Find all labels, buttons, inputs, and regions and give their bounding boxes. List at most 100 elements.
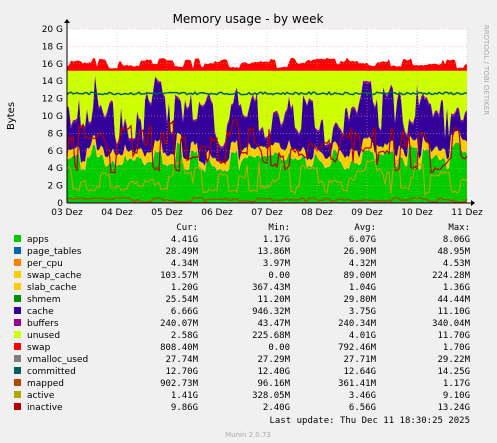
last-update: Last update: Thu Dec 11 18:30:25 2025 bbox=[270, 416, 470, 426]
legend-swatch bbox=[14, 379, 21, 386]
legend-name: swap bbox=[27, 343, 51, 353]
legend-row-inactive: inactive 9.86G 2.40G 6.56G 13.24G bbox=[14, 403, 470, 413]
legend-cur: 27.74M bbox=[165, 355, 198, 365]
legend-max: 1.70G bbox=[443, 343, 470, 353]
legend-swatch bbox=[14, 247, 21, 254]
stacked-areas bbox=[67, 57, 467, 203]
y-tick-label: 16 G bbox=[42, 60, 63, 70]
legend-swatch bbox=[14, 235, 21, 242]
line-mapped bbox=[66, 196, 468, 204]
y-tick-label: 20 G bbox=[42, 25, 63, 35]
legend-header-avg: Avg: bbox=[354, 223, 376, 233]
legend-name: vmalloc_used bbox=[27, 355, 88, 365]
legend-avg: 3.46G bbox=[349, 391, 376, 401]
line-committed bbox=[66, 90, 468, 96]
legend-swatch bbox=[14, 283, 21, 290]
legend-min: 946.32M bbox=[252, 307, 291, 317]
chart-title: Memory usage - by week bbox=[173, 12, 324, 26]
legend-max: 9.10G bbox=[443, 391, 470, 401]
legend-row-committed: committed 12.70G 12.40G 12.64G 14.25G bbox=[14, 367, 470, 377]
legend-swatch bbox=[14, 319, 21, 326]
legend-name: shmem bbox=[27, 295, 60, 305]
x-tick-label: 03 Dez bbox=[51, 208, 83, 218]
legend-name: buffers bbox=[27, 319, 59, 329]
legend-swatch bbox=[14, 331, 21, 338]
x-tick-label: 10 Dez bbox=[401, 208, 433, 218]
y-tick-label: 2 G bbox=[47, 182, 63, 192]
legend-min: 3.97M bbox=[263, 259, 291, 269]
legend-avg: 4.01G bbox=[349, 331, 376, 341]
legend-cur: 103.57M bbox=[160, 271, 199, 281]
legend-cur: 4.34M bbox=[171, 259, 199, 269]
y-tick-label: 0 bbox=[57, 199, 63, 209]
y-tick-label: 8 G bbox=[47, 129, 63, 139]
legend-max: 44.44M bbox=[437, 295, 470, 305]
legend-cur: 2.58G bbox=[171, 331, 198, 341]
legend-name: per_cpu bbox=[27, 259, 63, 269]
legend-max: 1.36G bbox=[443, 283, 470, 293]
x-tick-label: 07 Dez bbox=[251, 208, 283, 218]
legend-max: 13.24G bbox=[437, 403, 470, 413]
legend-max: 14.25G bbox=[437, 367, 470, 377]
legend-row-vmalloc_used: vmalloc_used 27.74M 27.29M 27.71M 29.22M bbox=[14, 355, 471, 365]
legend-name: cache bbox=[27, 307, 54, 317]
legend-max: 11.10G bbox=[437, 307, 470, 317]
legend-name: swap_cache bbox=[27, 271, 82, 281]
munin-version: Munin 2.0.73 bbox=[225, 431, 271, 439]
legend-avg: 6.07G bbox=[349, 235, 376, 245]
y-axis-arrow bbox=[64, 19, 70, 23]
legend-avg: 29.80M bbox=[343, 295, 376, 305]
legend-avg: 361.41M bbox=[338, 379, 377, 389]
legend-name: active bbox=[27, 391, 55, 401]
x-tick-labels: 03 Dez 04 Dez 05 Dez 06 Dez 07 Dez 08 Dez 09 D… bbox=[51, 208, 483, 218]
legend-cur: 808.40M bbox=[160, 343, 199, 353]
legend-row-swap_cache: swap_cache 103.57M 0.00 89.00M 224.28M bbox=[14, 271, 471, 281]
legend-swatch bbox=[14, 259, 21, 266]
legend-header-cur: Cur: bbox=[176, 223, 198, 233]
area-swap bbox=[67, 57, 467, 71]
legend-min: 27.29M bbox=[257, 355, 290, 365]
legend-max: 11.70G bbox=[437, 331, 470, 341]
legend-row-per_cpu: per_cpu 4.34M 3.97M 4.32M 4.53M bbox=[14, 259, 471, 269]
rrdtool-credit: RRDTOOL / TOBI OETIKER bbox=[482, 25, 490, 115]
x-tick-label: 11 Dez bbox=[451, 208, 483, 218]
legend-avg: 3.75G bbox=[349, 307, 376, 317]
legend-cur: 902.73M bbox=[160, 379, 199, 389]
legend-header-max: Max: bbox=[448, 223, 470, 233]
legend-swatch bbox=[14, 355, 21, 362]
legend-max: 48.95M bbox=[437, 247, 470, 257]
x-tick-label: 09 Dez bbox=[351, 208, 383, 218]
legend-name: inactive bbox=[27, 403, 63, 413]
legend-rows: apps 4.41G 1.17G 6.07G 8.06G page_tables 28.49… bbox=[14, 235, 471, 413]
legend-max: 1.17G bbox=[443, 379, 470, 389]
legend-avg: 240.34M bbox=[338, 319, 377, 329]
legend-swatch bbox=[14, 295, 21, 302]
legend-min: 0.00 bbox=[268, 271, 290, 281]
legend-max: 4.53M bbox=[443, 259, 471, 269]
legend-avg: 6.56G bbox=[349, 403, 376, 413]
legend-swatch bbox=[14, 307, 21, 314]
y-tick-label: 6 G bbox=[47, 147, 63, 157]
legend-table: Cur: Min: Avg: Max: apps 4.41G 1.17G 6.07G 8… bbox=[14, 223, 471, 413]
y-tick-label: 10 G bbox=[42, 112, 63, 122]
x-axis-arrow bbox=[471, 200, 475, 206]
legend-cur: 6.66G bbox=[171, 307, 198, 317]
legend-avg: 26.90M bbox=[343, 247, 376, 257]
legend-min: 96.16M bbox=[257, 379, 290, 389]
legend-row-shmem: shmem 25.54M 11.20M 29.80M 44.44M bbox=[14, 295, 471, 305]
legend-avg: 27.71M bbox=[343, 355, 376, 365]
legend-avg: 89.00M bbox=[343, 271, 376, 281]
legend-min: 13.86M bbox=[257, 247, 290, 257]
legend-min: 11.20M bbox=[257, 295, 290, 305]
legend-min: 225.68M bbox=[252, 331, 291, 341]
legend-avg: 792.46M bbox=[338, 343, 377, 353]
legend-max: 29.22M bbox=[437, 355, 470, 365]
grid-lines bbox=[64, 19, 475, 206]
y-tick-label: 4 G bbox=[47, 164, 63, 174]
legend-swatch bbox=[14, 391, 21, 398]
legend-name: committed bbox=[27, 367, 76, 377]
legend-max: 8.06G bbox=[443, 235, 470, 245]
legend-max: 340.04M bbox=[432, 319, 471, 329]
y-tick-label: 12 G bbox=[42, 95, 63, 105]
